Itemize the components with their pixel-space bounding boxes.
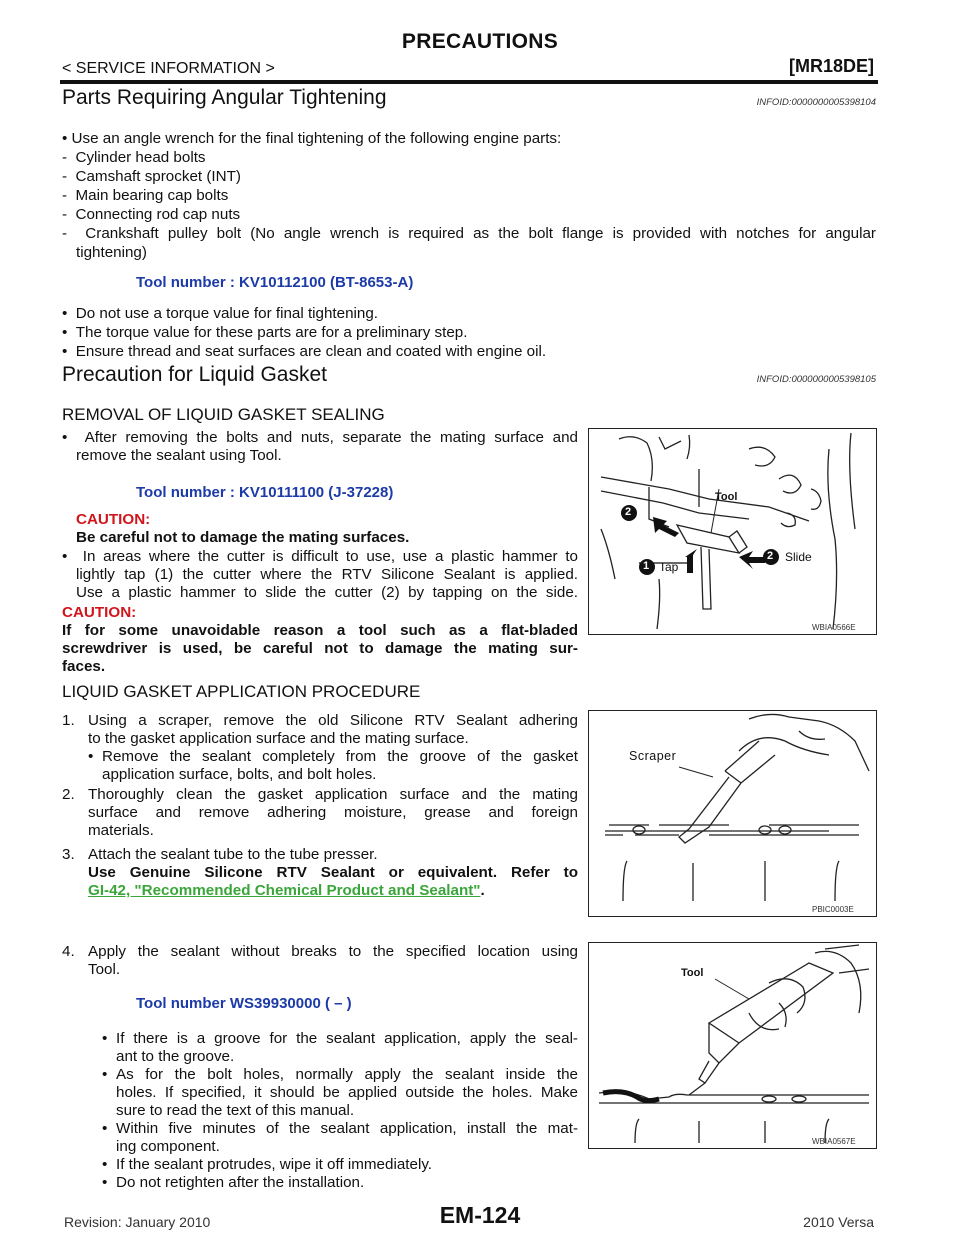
- engine-label: [MR18DE]: [788, 56, 874, 76]
- angular-note: • The torque value for these parts are f…: [62, 324, 468, 341]
- figure-code: PBIC0003E: [812, 905, 854, 914]
- part-item: - Camshaft sprocket (INT): [62, 168, 241, 185]
- subheading-removal: REMOVAL OF LIQUID GASKET SEALING: [62, 405, 385, 424]
- figure-sealant-tool: Tool WBIA0567E: [588, 942, 877, 1149]
- removal-step: • After removing the bolts and nuts, sep…: [62, 429, 578, 464]
- footer-page-number: EM-124: [439, 1202, 521, 1228]
- application-step-3: 3. Attach the sealant tube to the tube pr…: [62, 846, 578, 899]
- caution-text: If for some unavoidable reason a tool su…: [62, 622, 578, 675]
- figure-code: WBIA0566E: [812, 623, 856, 632]
- fig-label-tool: Tool: [681, 967, 704, 979]
- angular-note: • Do not use a torque value for final ti…: [62, 305, 379, 322]
- figure-cutter: 2 2 1 Tool Slide Tap WBIA0566E: [588, 428, 877, 635]
- subheading-application: LIQUID GASKET APPLICATION PROCEDURE: [62, 682, 421, 701]
- header-rule: [60, 80, 878, 84]
- figure-scraper: Scraper PBIC0003E: [588, 710, 877, 917]
- footer-model: 2010 Versa: [803, 1214, 874, 1230]
- application-notes: • If there is a groove for the sealant ap…: [102, 1030, 578, 1191]
- angular-intro: • Use an angle wrench for the final tigh…: [62, 130, 562, 147]
- application-step-2: 2. Thoroughly clean the gasket applicatio…: [62, 786, 578, 839]
- application-step-1: 1. Using a scraper, remove the old Silico…: [62, 712, 578, 783]
- fig-label-scraper: Scraper: [629, 749, 677, 763]
- fig-label-tool: Tool: [715, 491, 738, 503]
- cutter-illustration: [600, 432, 856, 630]
- footer-revision: Revision: January 2010: [64, 1214, 211, 1230]
- tool-number: Tool number WS39930000 ( – ): [136, 995, 352, 1012]
- reference-link[interactable]: GI-42, "Recommended Chemical Product and…: [88, 882, 481, 899]
- application-step-4: 4. Apply the sealant without breaks to th…: [62, 943, 578, 978]
- part-item: - Main bearing cap bolts: [62, 187, 229, 204]
- section-label: < SERVICE INFORMATION >: [62, 60, 275, 77]
- info-id: INFOID:0000000005398104: [756, 97, 876, 108]
- tool-number: Tool number : KV10112100 (BT-8653-A): [136, 274, 414, 291]
- callout-1: 1: [643, 560, 650, 572]
- scraper-illustration: [605, 713, 870, 902]
- part-item: - Crankshaft pulley bolt (No angle wrenc…: [62, 225, 876, 242]
- part-item-cont: tightening): [76, 244, 147, 261]
- part-item: - Connecting rod cap nuts: [62, 206, 241, 223]
- callout-2: 2: [767, 550, 774, 562]
- callout-2: 2: [625, 506, 632, 518]
- removal-step: • In areas where the cutter is difficult…: [62, 548, 579, 601]
- caution-label: CAUTION:: [76, 511, 151, 528]
- section-heading-gasket: Precaution for Liquid Gasket: [62, 363, 327, 386]
- sealant-tool-illustration: [598, 944, 870, 1144]
- caution-text: Be careful not to damage the mating surf…: [76, 529, 410, 546]
- fig-label-slide: Slide: [785, 550, 812, 564]
- figure-code: WBIA0567E: [812, 1137, 856, 1146]
- info-id: INFOID:0000000005398105: [756, 374, 876, 385]
- fig-label-tap: Tap: [659, 560, 679, 574]
- part-item: - Cylinder head bolts: [62, 149, 206, 166]
- angular-note: • Ensure thread and seat surfaces are cl…: [62, 343, 547, 360]
- page-title: PRECAUTIONS: [401, 30, 559, 53]
- caution-label: CAUTION:: [62, 604, 137, 621]
- tool-number: Tool number : KV10111100 (J-37228): [136, 484, 394, 501]
- section-heading-angular: Parts Requiring Angular Tightening: [62, 86, 387, 109]
